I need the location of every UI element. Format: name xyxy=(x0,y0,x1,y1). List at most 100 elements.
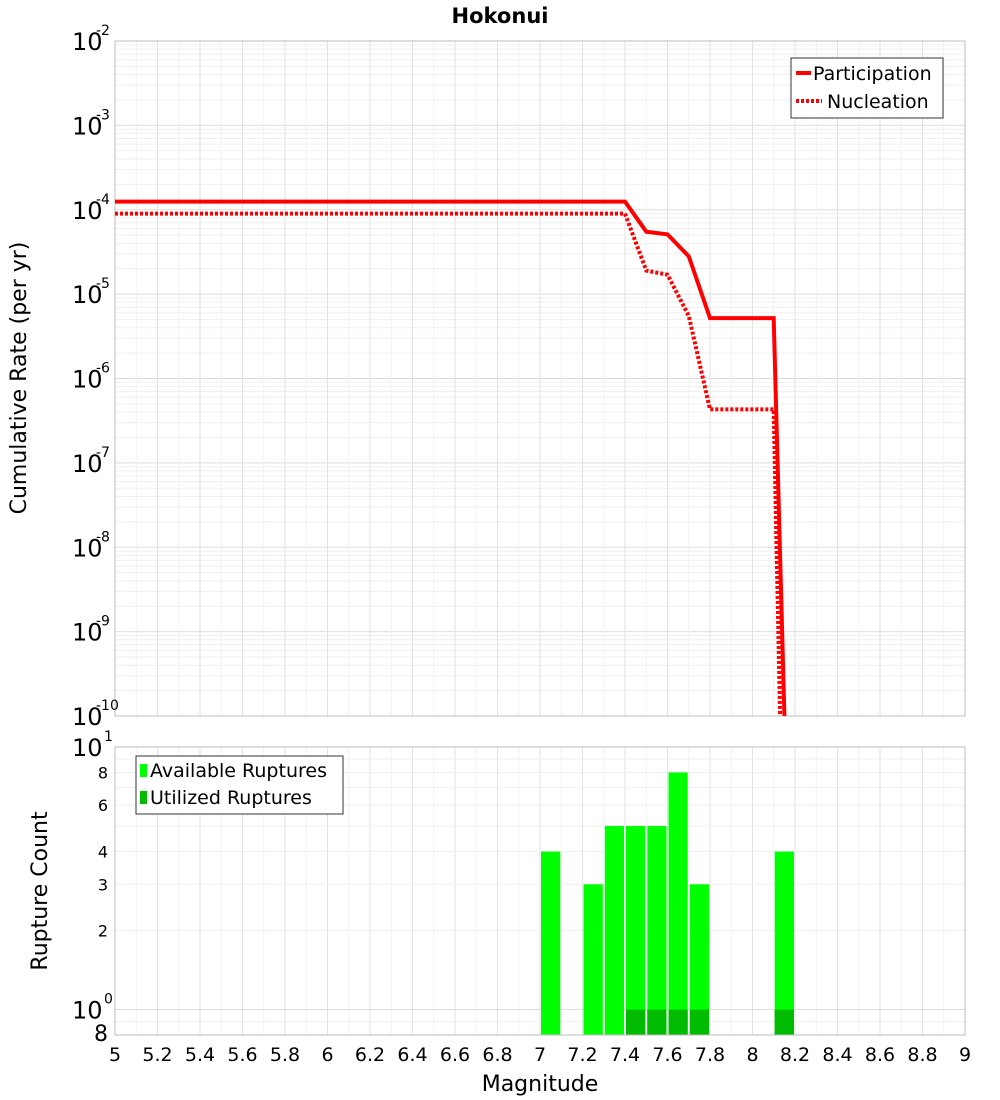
bottom-y-tick-base: 10 xyxy=(72,734,103,762)
available-rupture-bar xyxy=(774,851,794,1035)
top-y-tick: 10-10 xyxy=(72,698,119,731)
legend-participation-label: Participation xyxy=(813,63,932,85)
top-legend: Participation Nucleation xyxy=(790,57,944,119)
chart-title: Hokonui xyxy=(452,4,549,28)
legend-utilized-swatch xyxy=(140,791,147,804)
x-tick-label: 7.8 xyxy=(695,1044,725,1066)
top-y-tick-labels: 10-210-310-410-510-610-710-810-910-10 xyxy=(72,23,119,731)
bottom-bars xyxy=(541,772,794,1035)
legend-nucleation-label: Nucleation xyxy=(827,91,929,113)
top-y-tick-base: 10 xyxy=(72,112,103,140)
x-tick-label: 5.6 xyxy=(227,1044,257,1066)
top-y-tick-exponent: -10 xyxy=(96,698,119,714)
x-tick-label: 5.4 xyxy=(185,1044,215,1066)
x-axis-label: Magnitude xyxy=(482,1072,599,1097)
x-tick-label: 5.8 xyxy=(270,1044,300,1066)
bottom-y-tick-label: 4 xyxy=(98,842,108,861)
top-y-tick: 10-6 xyxy=(72,361,110,394)
x-tick-label: 7 xyxy=(534,1044,546,1066)
bottom-y-tick: 8 xyxy=(94,1022,108,1047)
top-y-axis-label: Cumulative Rate (per yr) xyxy=(7,242,32,515)
x-tick-label: 6.8 xyxy=(482,1044,512,1066)
x-tick-label: 8 xyxy=(746,1044,758,1066)
bottom-y-tick-label: 8 xyxy=(98,763,108,782)
utilized-rupture-bar xyxy=(647,1009,667,1035)
top-y-tick-base: 10 xyxy=(72,28,103,56)
top-y-tick-base: 10 xyxy=(72,450,103,478)
utilized-rupture-bar xyxy=(689,1009,710,1035)
bottom-y-tick-exponent: 0 xyxy=(104,992,113,1008)
available-rupture-bar xyxy=(583,884,603,1035)
top-y-tick-exponent: -9 xyxy=(96,614,110,630)
x-tick-label: 9 xyxy=(959,1044,971,1066)
available-rupture-bar xyxy=(668,772,688,1035)
top-y-tick-exponent: -6 xyxy=(96,361,110,377)
x-tick-label: 7.6 xyxy=(652,1044,682,1066)
bottom-y-tick: 8 xyxy=(98,763,108,782)
top-y-tick-exponent: -3 xyxy=(96,107,110,123)
top-y-tick: 10-2 xyxy=(72,23,110,56)
top-y-tick-exponent: -4 xyxy=(96,192,110,208)
series-line-participation xyxy=(115,199,787,717)
top-plot-frame xyxy=(114,40,966,717)
bottom-y-tick-label: 3 xyxy=(98,875,108,894)
top-y-tick-exponent: -2 xyxy=(96,23,110,39)
bottom-y-axis-label: Rupture Count xyxy=(28,811,53,971)
bottom-y-tick-label: 2 xyxy=(98,922,108,941)
top-y-tick-base: 10 xyxy=(72,619,103,647)
bottom-y-tick: 4 xyxy=(98,842,108,861)
legend-available-label: Available Ruptures xyxy=(150,760,327,782)
x-tick-label: 8.6 xyxy=(865,1044,895,1066)
top-y-tick-base: 10 xyxy=(72,703,103,731)
bottom-y-tick-base: 10 xyxy=(72,997,103,1025)
top-y-tick-exponent: -8 xyxy=(96,529,110,545)
bottom-y-tick: 2 xyxy=(98,922,108,941)
top-y-tick: 10-5 xyxy=(72,276,110,309)
top-y-tick: 10-3 xyxy=(72,107,110,140)
x-tick-label: 7.4 xyxy=(610,1044,640,1066)
available-rupture-bar xyxy=(541,851,561,1035)
utilized-rupture-bar xyxy=(774,1009,794,1035)
bottom-y-tick: 6 xyxy=(98,796,108,815)
available-rupture-bar xyxy=(604,826,624,1035)
top-y-tick: 10-7 xyxy=(72,445,110,478)
top-gridlines xyxy=(114,41,966,717)
x-tick-label: 8.8 xyxy=(907,1044,937,1066)
x-tick-label: 8.2 xyxy=(780,1044,810,1066)
series-line-nucleation xyxy=(115,211,783,717)
x-tick-label: 6.4 xyxy=(397,1044,427,1066)
bottom-y-tick-label: 6 xyxy=(98,796,108,815)
bottom-y-tick: 10 0 xyxy=(72,992,113,1025)
x-tick-label: 7.2 xyxy=(567,1044,597,1066)
top-y-tick-base: 10 xyxy=(72,281,103,309)
x-tick-labels: 5 5.2 5.4 5.6 5.8 6 6.2 6.4 6.6 6.8 7 7.2 7.4 7.6 7.8 8… xyxy=(109,1044,971,1066)
bottom-y-tick: 3 xyxy=(98,875,108,894)
x-tick-label: 5.2 xyxy=(142,1044,172,1066)
x-tick-label: 5 xyxy=(109,1044,121,1066)
top-y-tick-exponent: -7 xyxy=(96,445,110,461)
available-rupture-bar xyxy=(647,826,667,1035)
bottom-y-tick: 10 1 xyxy=(72,729,113,762)
x-tick-label: 8.4 xyxy=(822,1044,852,1066)
top-y-tick-base: 10 xyxy=(72,534,103,562)
top-y-tick: 10-4 xyxy=(72,192,110,225)
bottom-y-tick-exponent: 1 xyxy=(104,729,113,745)
x-tick-label: 6.2 xyxy=(355,1044,385,1066)
utilized-rupture-bar xyxy=(668,1009,688,1035)
top-y-tick: 10-8 xyxy=(72,529,110,562)
top-y-tick: 10-9 xyxy=(72,614,110,647)
x-tick-label: 6.6 xyxy=(440,1044,470,1066)
utilized-rupture-bar xyxy=(626,1009,646,1035)
legend-available-swatch xyxy=(140,764,147,777)
available-rupture-bar xyxy=(626,826,646,1035)
top-y-tick-exponent: -5 xyxy=(96,276,110,292)
legend-utilized-label: Utilized Ruptures xyxy=(150,787,312,809)
top-series-lines xyxy=(115,199,787,717)
x-tick-label: 6 xyxy=(321,1044,333,1066)
top-y-tick-base: 10 xyxy=(72,197,103,225)
top-legend-box xyxy=(790,57,944,119)
bottom-legend-box xyxy=(135,755,344,815)
